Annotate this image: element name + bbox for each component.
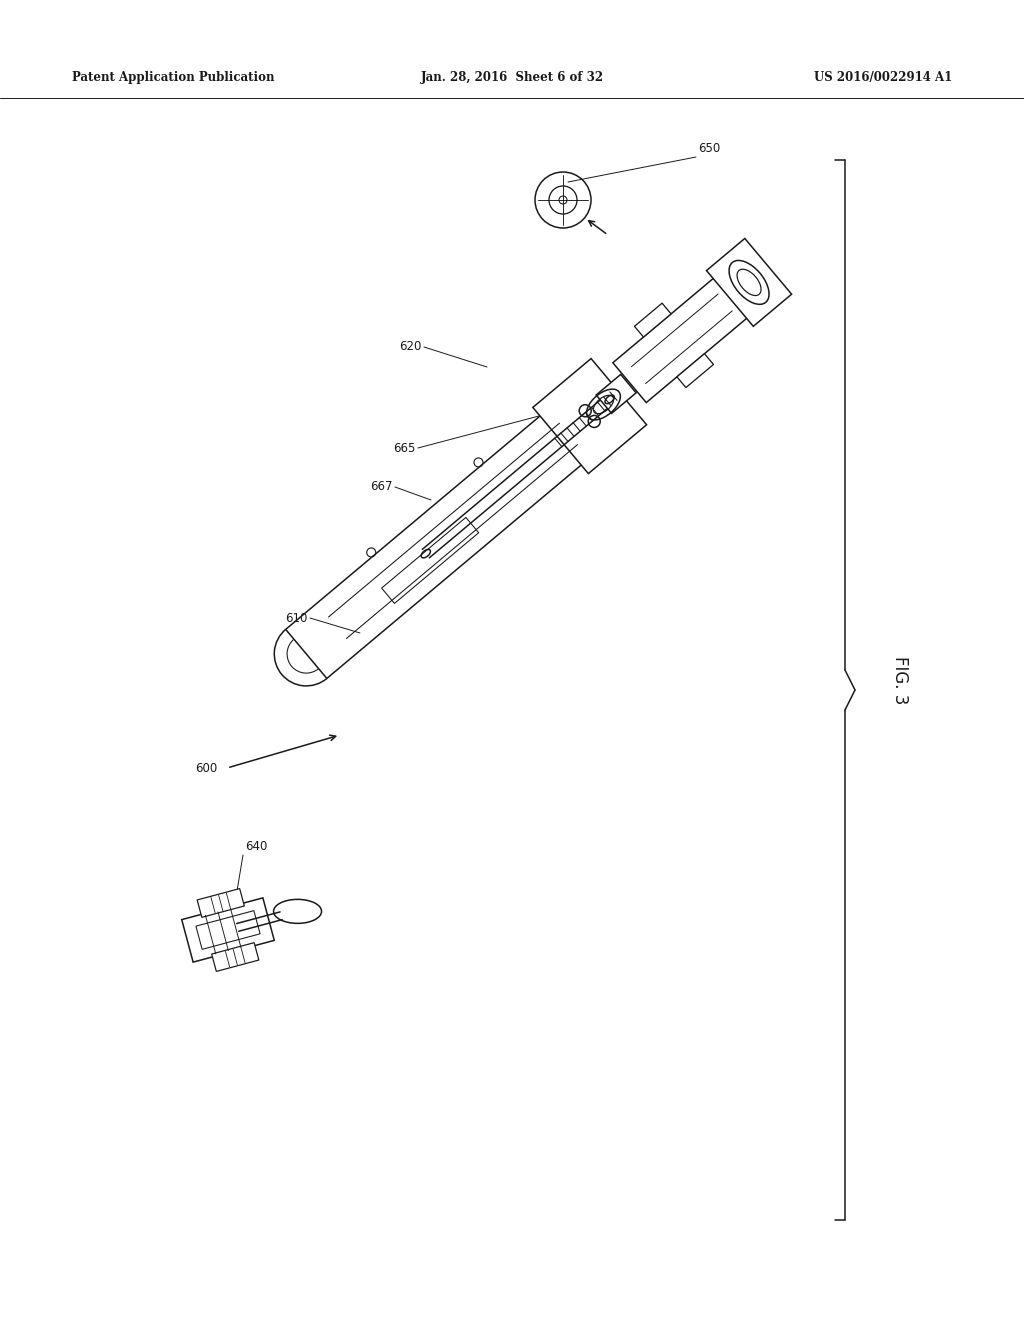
Polygon shape (707, 239, 792, 326)
Polygon shape (212, 942, 259, 972)
Polygon shape (596, 375, 636, 413)
Polygon shape (286, 392, 610, 678)
Polygon shape (198, 888, 245, 917)
Polygon shape (677, 354, 714, 388)
Text: Jan. 28, 2016  Sheet 6 of 32: Jan. 28, 2016 Sheet 6 of 32 (421, 71, 603, 84)
Text: 650: 650 (698, 143, 720, 154)
Text: 600: 600 (195, 762, 217, 775)
Text: 610: 610 (286, 611, 308, 624)
Text: 667: 667 (371, 480, 393, 494)
Polygon shape (532, 359, 646, 474)
Polygon shape (612, 263, 766, 403)
Polygon shape (635, 304, 671, 337)
Text: 665: 665 (393, 441, 416, 454)
Text: FIG. 3: FIG. 3 (891, 656, 909, 704)
Text: 620: 620 (399, 341, 422, 354)
Text: Patent Application Publication: Patent Application Publication (72, 71, 274, 84)
Text: 640: 640 (245, 840, 267, 853)
Text: US 2016/0022914 A1: US 2016/0022914 A1 (814, 71, 952, 84)
Polygon shape (181, 898, 274, 962)
